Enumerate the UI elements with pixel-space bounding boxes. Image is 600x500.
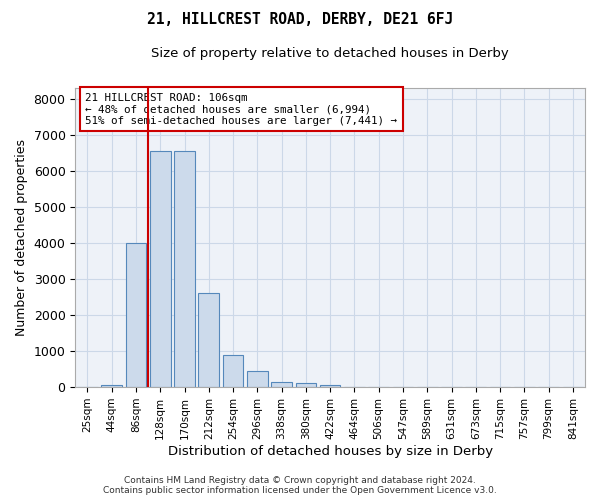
- Bar: [101, 386, 122, 387]
- Title: Size of property relative to detached houses in Derby: Size of property relative to detached ho…: [151, 48, 509, 60]
- Bar: [199, 294, 219, 387]
- Text: 21 HILLCREST ROAD: 106sqm
← 48% of detached houses are smaller (6,994)
51% of se: 21 HILLCREST ROAD: 106sqm ← 48% of detac…: [85, 92, 397, 126]
- Text: Contains HM Land Registry data © Crown copyright and database right 2024.
Contai: Contains HM Land Registry data © Crown c…: [103, 476, 497, 495]
- Bar: [296, 384, 316, 387]
- Bar: [271, 382, 292, 387]
- Bar: [223, 354, 244, 387]
- Text: 21, HILLCREST ROAD, DERBY, DE21 6FJ: 21, HILLCREST ROAD, DERBY, DE21 6FJ: [147, 12, 453, 28]
- Bar: [150, 151, 170, 387]
- Bar: [320, 386, 340, 387]
- Bar: [125, 243, 146, 387]
- Y-axis label: Number of detached properties: Number of detached properties: [15, 139, 28, 336]
- Bar: [247, 371, 268, 387]
- X-axis label: Distribution of detached houses by size in Derby: Distribution of detached houses by size …: [167, 444, 493, 458]
- Bar: [174, 151, 195, 387]
